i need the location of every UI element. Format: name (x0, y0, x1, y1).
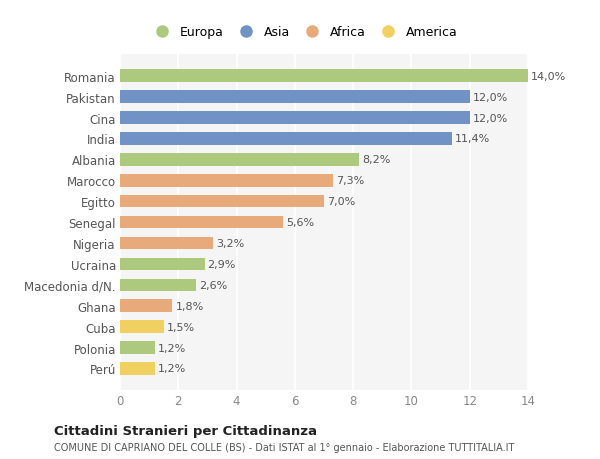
Text: 1,5%: 1,5% (167, 322, 195, 332)
Bar (120, 196, 324, 208)
Legend: Europa, Asia, Africa, America: Europa, Asia, Africa, America (145, 21, 463, 44)
Bar (120, 363, 155, 375)
Text: 7,3%: 7,3% (335, 176, 364, 186)
Bar (120, 300, 172, 312)
Bar (120, 112, 470, 124)
Text: 1,2%: 1,2% (158, 364, 186, 374)
Text: 11,4%: 11,4% (455, 134, 490, 144)
Text: 7,0%: 7,0% (327, 197, 355, 207)
Bar (120, 133, 452, 146)
Text: 3,2%: 3,2% (216, 239, 244, 248)
Text: 5,6%: 5,6% (286, 218, 314, 228)
Bar (120, 154, 359, 166)
Bar (120, 341, 155, 354)
Text: 2,9%: 2,9% (208, 259, 236, 269)
Text: 12,0%: 12,0% (473, 92, 508, 102)
Bar (120, 258, 205, 271)
Bar (120, 279, 196, 291)
Text: 2,6%: 2,6% (199, 280, 227, 290)
Bar (120, 174, 333, 187)
Text: 1,8%: 1,8% (175, 301, 203, 311)
Bar (120, 216, 283, 229)
Text: 1,2%: 1,2% (158, 343, 186, 353)
Text: 12,0%: 12,0% (473, 113, 508, 123)
Text: 8,2%: 8,2% (362, 155, 390, 165)
Bar (120, 321, 164, 333)
Text: COMUNE DI CAPRIANO DEL COLLE (BS) - Dati ISTAT al 1° gennaio - Elaborazione TUTT: COMUNE DI CAPRIANO DEL COLLE (BS) - Dati… (54, 442, 514, 452)
Bar (120, 237, 213, 250)
Text: 14,0%: 14,0% (531, 72, 566, 82)
Text: Cittadini Stranieri per Cittadinanza: Cittadini Stranieri per Cittadinanza (54, 425, 317, 437)
Bar (120, 91, 470, 104)
Bar (120, 70, 528, 83)
